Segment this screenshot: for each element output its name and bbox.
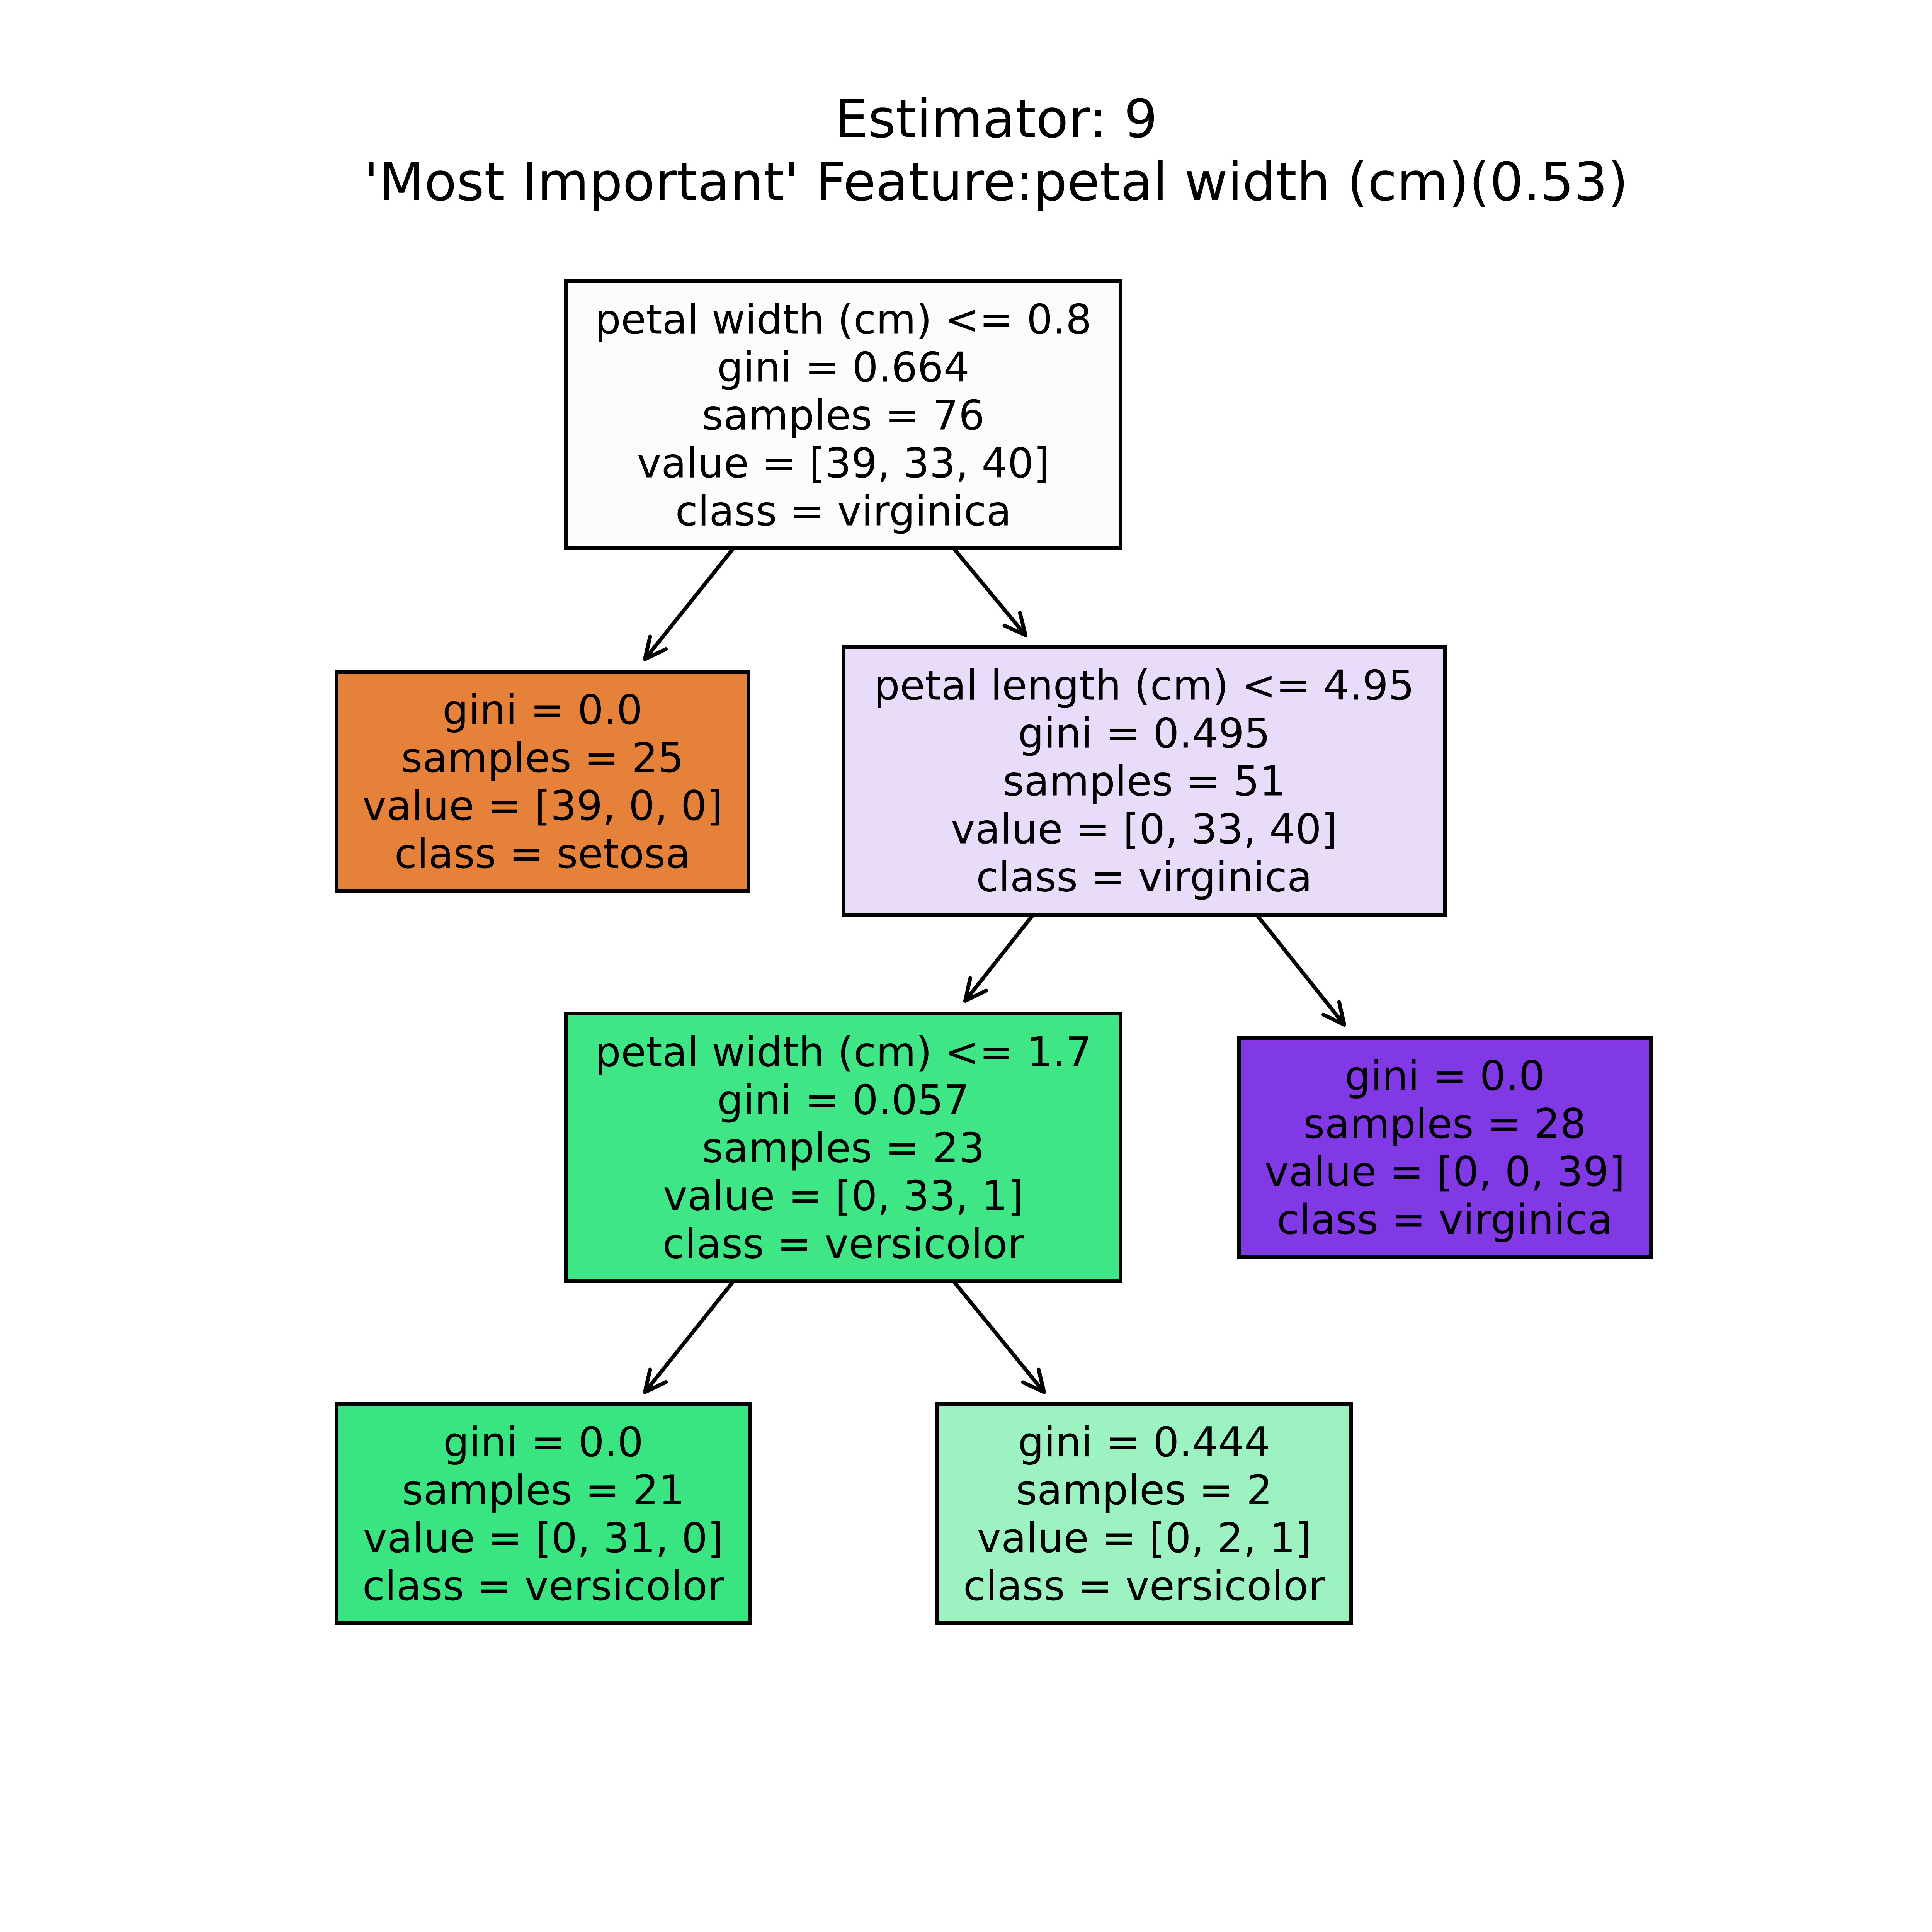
- node-label-line: value = [0, 31, 0]: [363, 1514, 724, 1562]
- edge-petal-width-split-to-versicolor-leaf-pure: [643, 1280, 735, 1394]
- edge-line: [964, 913, 1035, 1002]
- node-label-line: value = [0, 0, 39]: [1265, 1148, 1625, 1196]
- edge-line: [952, 547, 1027, 637]
- node-label-line: gini = 0.495: [1018, 710, 1270, 757]
- node-label-line: gini = 0.057: [717, 1077, 969, 1124]
- node-box: [335, 670, 750, 893]
- node-label-line: gini = 0.664: [717, 344, 969, 391]
- node-label-line: petal width (cm) <= 0.8: [595, 296, 1092, 344]
- node-label-line: gini = 0.0: [443, 1418, 643, 1466]
- tree-edges: [643, 547, 1346, 1394]
- edge-line: [952, 1280, 1046, 1394]
- edge-line: [643, 1280, 735, 1394]
- edge-petal-width-split-to-versicolor-leaf-mixed: [952, 1280, 1046, 1394]
- node-label-line: class = virginica: [976, 854, 1312, 901]
- node-label-line: value = [39, 33, 40]: [637, 440, 1050, 487]
- diagram-subtitle: 'Most Important' Feature:petal width (cm…: [364, 151, 1628, 213]
- node-box: [935, 1402, 1353, 1625]
- node-label-line: samples = 25: [401, 734, 684, 782]
- edge-line: [643, 547, 735, 661]
- node-label-line: value = [0, 2, 1]: [977, 1514, 1311, 1562]
- edge-petal-length-split-to-virginica-leaf: [1255, 913, 1346, 1027]
- node-box: [335, 1402, 752, 1625]
- node-label-line: value = [39, 0, 0]: [362, 782, 723, 830]
- node-box: [1237, 1036, 1653, 1259]
- arrowhead-icon: [1021, 1367, 1046, 1394]
- node-label-line: petal width (cm) <= 1.7: [595, 1029, 1092, 1076]
- edge-root-to-petal-length-split: [952, 547, 1027, 637]
- node-label-line: value = [0, 33, 40]: [951, 806, 1337, 853]
- node-label-line: gini = 0.444: [1018, 1418, 1270, 1466]
- node-label-line: samples = 28: [1303, 1100, 1586, 1148]
- node-box: [564, 1012, 1122, 1283]
- edge-root-to-setosa-leaf: [643, 547, 735, 661]
- node-label-line: samples = 21: [402, 1466, 685, 1514]
- node-label-line: samples = 23: [702, 1124, 985, 1172]
- edge-line: [1255, 913, 1346, 1026]
- edge-petal-length-split-to-petal-width-split: [963, 913, 1035, 1003]
- node-label-line: class = versicolor: [662, 1220, 1024, 1268]
- node-label-line: gini = 0.0: [1345, 1052, 1545, 1100]
- node-label-line: class = versicolor: [362, 1562, 724, 1610]
- node-label-line: class = versicolor: [963, 1562, 1325, 1610]
- node-label-line: samples = 2: [1016, 1466, 1272, 1514]
- node-label-line: petal length (cm) <= 4.95: [874, 662, 1414, 709]
- node-box: [564, 279, 1122, 550]
- node-label-line: class = virginica: [675, 488, 1012, 535]
- node-label-line: gini = 0.0: [442, 686, 643, 734]
- node-label-line: samples = 51: [1003, 758, 1286, 805]
- arrowhead-icon: [643, 1367, 668, 1394]
- arrowhead-icon: [643, 634, 668, 661]
- diagram-title: Estimator: 9: [835, 88, 1157, 150]
- node-label-line: samples = 76: [702, 392, 985, 439]
- node-label-line: class = setosa: [395, 830, 690, 878]
- arrowhead-icon: [963, 976, 988, 1003]
- node-label-line: value = [0, 33, 1]: [663, 1172, 1024, 1220]
- arrowhead-icon: [1002, 611, 1027, 637]
- node-label-line: class = virginica: [1277, 1196, 1613, 1243]
- node-box: [842, 645, 1447, 917]
- arrowhead-icon: [1321, 1000, 1346, 1027]
